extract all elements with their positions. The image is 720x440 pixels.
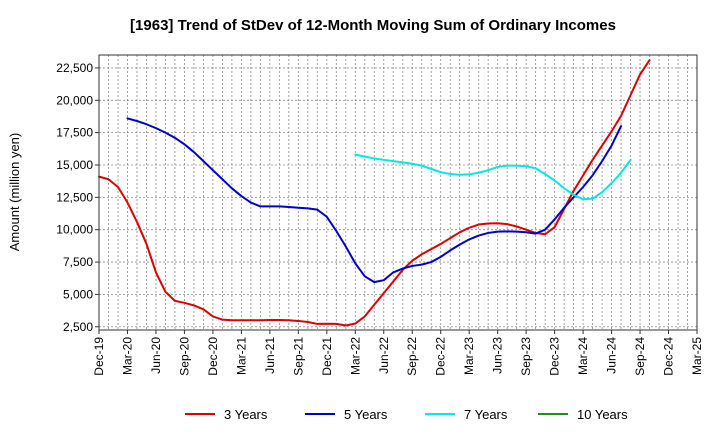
x-tick-label: Sep-22	[405, 337, 419, 376]
x-tick-label: Mar-22	[348, 337, 362, 375]
legend-label: 7 Years	[464, 407, 508, 422]
x-tick-label: Jun-20	[149, 337, 163, 374]
series-lines	[98, 59, 651, 327]
y-axis-label: Amount (million yen)	[7, 133, 22, 252]
x-tick-label: Mar-23	[462, 337, 476, 375]
x-tick-label: Mar-20	[120, 337, 134, 375]
y-axis-ticks: 2,500 5,000 7,500 10,000 12,500 15,000 17,500 2…	[56, 61, 99, 334]
legend-label: 3 Years	[224, 407, 268, 422]
grid	[99, 55, 697, 330]
series-line-3-years	[98, 59, 651, 327]
y-tick-label: 22,500	[56, 61, 93, 75]
x-tick-label: Sep-24	[633, 337, 647, 376]
y-tick-label: 5,000	[63, 287, 93, 301]
x-tick-label: Dec-24	[662, 337, 676, 376]
x-tick-label: Dec-20	[206, 337, 220, 376]
x-tick-label: Mar-21	[234, 337, 248, 375]
x-tick-label: Jun-22	[377, 337, 391, 374]
x-tick-label: Dec-22	[434, 337, 448, 376]
legend-label: 10 Years	[577, 407, 628, 422]
x-axis-ticks: Dec-19 Mar-20 Jun-20 Sep-20 Dec-20 Mar-21 Jun-…	[92, 330, 704, 376]
y-tick-label: 15,000	[56, 158, 93, 172]
y-tick-label: 10,000	[56, 223, 93, 237]
x-tick-label: Mar-25	[690, 337, 704, 375]
x-tick-label: Jun-24	[605, 337, 619, 374]
x-tick-label: Dec-23	[548, 337, 562, 376]
x-tick-label: Sep-23	[519, 337, 533, 376]
y-tick-label: 17,500	[56, 126, 93, 140]
x-tick-label: Dec-19	[92, 337, 106, 376]
y-tick-label: 20,000	[56, 93, 93, 107]
x-tick-label: Mar-24	[576, 337, 590, 375]
series-line-5-years	[126, 117, 623, 284]
y-tick-label: 12,500	[56, 190, 93, 204]
legend: 3 Years 5 Years 7 Years 10 Years	[185, 407, 628, 422]
y-tick-label: 2,500	[63, 320, 93, 334]
plot-frame	[98, 54, 698, 331]
x-tick-label: Sep-21	[291, 337, 305, 376]
x-tick-label: Jun-23	[491, 337, 505, 374]
series-line-7-years	[354, 153, 632, 201]
x-tick-label: Jun-21	[263, 337, 277, 374]
chart-title: [1963] Trend of StDev of 12-Month Moving…	[130, 17, 616, 34]
legend-label: 5 Years	[344, 407, 388, 422]
x-tick-label: Dec-21	[320, 337, 334, 376]
x-tick-label: Sep-20	[177, 337, 191, 376]
y-tick-label: 7,500	[63, 255, 93, 269]
